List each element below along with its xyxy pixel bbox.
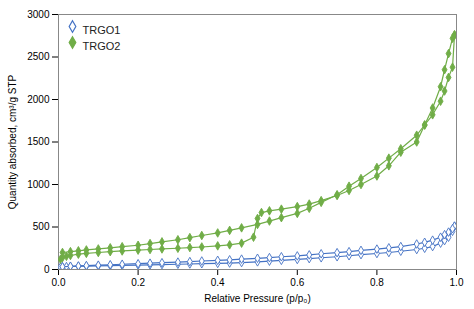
svg-text:TRGO2: TRGO2 <box>83 40 121 52</box>
svg-text:0.0: 0.0 <box>52 277 66 288</box>
svg-text:1500: 1500 <box>27 136 50 147</box>
svg-text:TRGO1: TRGO1 <box>83 24 121 36</box>
svg-text:0.2: 0.2 <box>131 277 145 288</box>
svg-text:1000: 1000 <box>27 179 50 190</box>
svg-text:Relative Pressure (p/p₀): Relative Pressure (p/p₀) <box>204 293 310 304</box>
svg-text:2000: 2000 <box>27 94 50 105</box>
svg-text:1.0: 1.0 <box>450 277 464 288</box>
svg-text:500: 500 <box>33 221 50 232</box>
svg-text:0.8: 0.8 <box>370 277 384 288</box>
svg-text:0.4: 0.4 <box>211 277 225 288</box>
svg-text:Quantity absorbed, cm³/g STP: Quantity absorbed, cm³/g STP <box>7 74 18 209</box>
svg-text:3000: 3000 <box>27 9 50 20</box>
svg-text:0.6: 0.6 <box>290 277 304 288</box>
svg-text:2500: 2500 <box>27 51 50 62</box>
svg-text:0: 0 <box>44 264 50 275</box>
